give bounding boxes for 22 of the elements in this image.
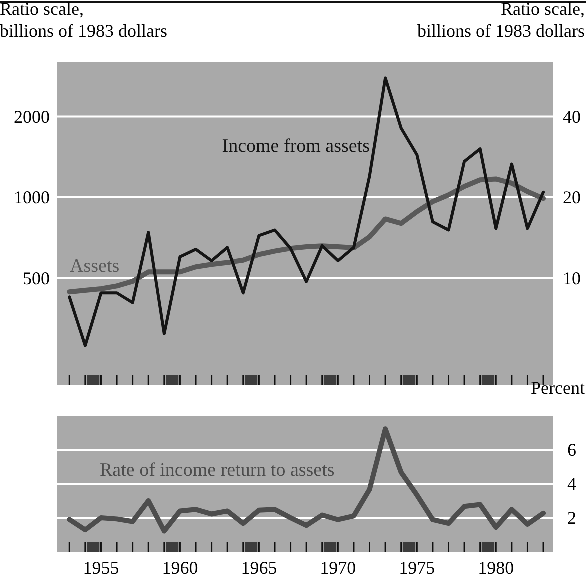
series-label: Assets [70,256,120,277]
y-tick-label: 2000 [14,106,50,127]
y-axis-title: Ratio scale, billions of 1983 dollars [0,0,168,41]
x-tick-label: 1970 [320,558,356,575]
y-tick-label: 500 [23,268,50,288]
y2-tick-label: 6 [568,440,576,460]
line-series [68,76,546,348]
y-tick-label: 1000 [14,188,50,208]
y2-tick-label: 20 [563,188,581,208]
x-tick-label: 1980 [478,558,514,575]
y2-tick-label: 2 [568,508,576,528]
series-label: Rate of income return to assets [100,460,335,481]
x-tick-label: 1960 [162,558,198,575]
y2-axis-title: Percent [531,378,585,398]
y2-tick-label: 4 [568,474,576,494]
y2-tick-label: 10 [563,268,581,288]
y2-axis-title: Ratio scale, billions of 1983 dollars [418,0,585,41]
series-label: Income from assets [222,136,370,157]
y2-tick-label: 40 [563,106,581,127]
x-tick-label: 1955 [83,558,120,575]
x-tick-label: 1975 [399,558,436,575]
x-tick-label: 1965 [241,558,278,575]
